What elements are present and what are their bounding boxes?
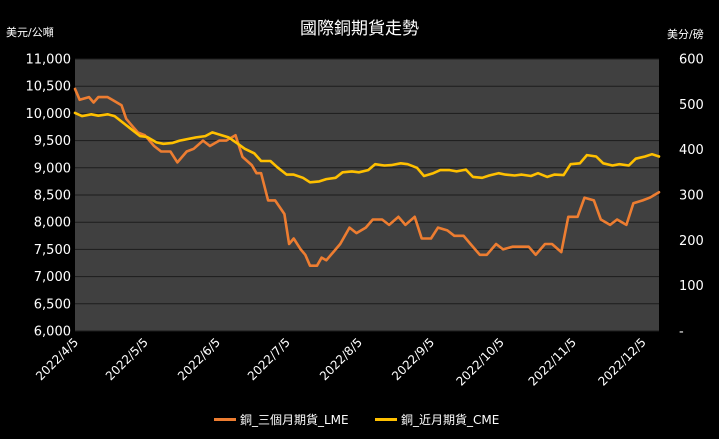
x-tick-label: 2022/8/5 — [317, 335, 365, 383]
y-left-tick-label: 6,500 — [34, 297, 71, 312]
series-line-cme — [73, 111, 661, 184]
y-left-tick-label: 11,000 — [26, 53, 72, 68]
y-right-tick-label: 200 — [679, 234, 704, 249]
chart-title: 國際銅期貨走勢 — [300, 19, 419, 39]
y-left-tick-label: 9,000 — [34, 161, 71, 176]
y-right-tick-label: 600 — [679, 53, 704, 68]
y-left-tick-label: 8,500 — [34, 189, 71, 204]
y-right-tick-label: 400 — [679, 143, 704, 158]
y-right-tick-label: - — [679, 325, 684, 340]
legend-swatch-cme — [375, 418, 397, 421]
legend-label-lme: 銅_三個月期貨_LME — [240, 413, 349, 427]
y-right-tick-label: 500 — [679, 98, 704, 113]
x-tick-label: 2022/12/5 — [595, 335, 648, 388]
y-left-tick-label: 8,000 — [34, 216, 71, 231]
x-tick-label: 2022/7/5 — [245, 335, 293, 383]
y-left-unit-label: 美元/公噸 — [6, 26, 54, 39]
y-right-tick-label: 100 — [679, 279, 704, 294]
x-tick-label: 2022/11/5 — [526, 335, 579, 388]
y-left-tick-label: 7,000 — [34, 270, 71, 285]
x-tick-label: 2022/4/5 — [33, 335, 81, 383]
y-right-tick-label: 300 — [679, 189, 704, 204]
legend-item-cme: 銅_近月期貨_CME — [375, 411, 499, 428]
y-left-tick-label: 6,000 — [34, 325, 71, 340]
legend-swatch-lme — [214, 418, 236, 421]
x-tick-label: 2022/5/5 — [103, 335, 151, 383]
legend-label-cme: 銅_近月期貨_CME — [401, 413, 500, 427]
x-tick-label: 2022/9/5 — [389, 335, 437, 383]
y-left-tick-label: 9,500 — [34, 134, 71, 149]
y-left-tick-label: 10,000 — [26, 107, 72, 122]
y-right-unit-label: 美分/磅 — [667, 28, 704, 41]
x-tick-label: 2022/6/5 — [175, 335, 223, 383]
y-left-tick-label: 10,500 — [26, 80, 72, 95]
y-left-tick-label: 7,500 — [34, 243, 71, 258]
legend-item-lme: 銅_三個月期貨_LME — [214, 411, 349, 428]
series-line-lme — [73, 87, 661, 268]
x-tick-label: 2022/10/5 — [453, 335, 506, 388]
